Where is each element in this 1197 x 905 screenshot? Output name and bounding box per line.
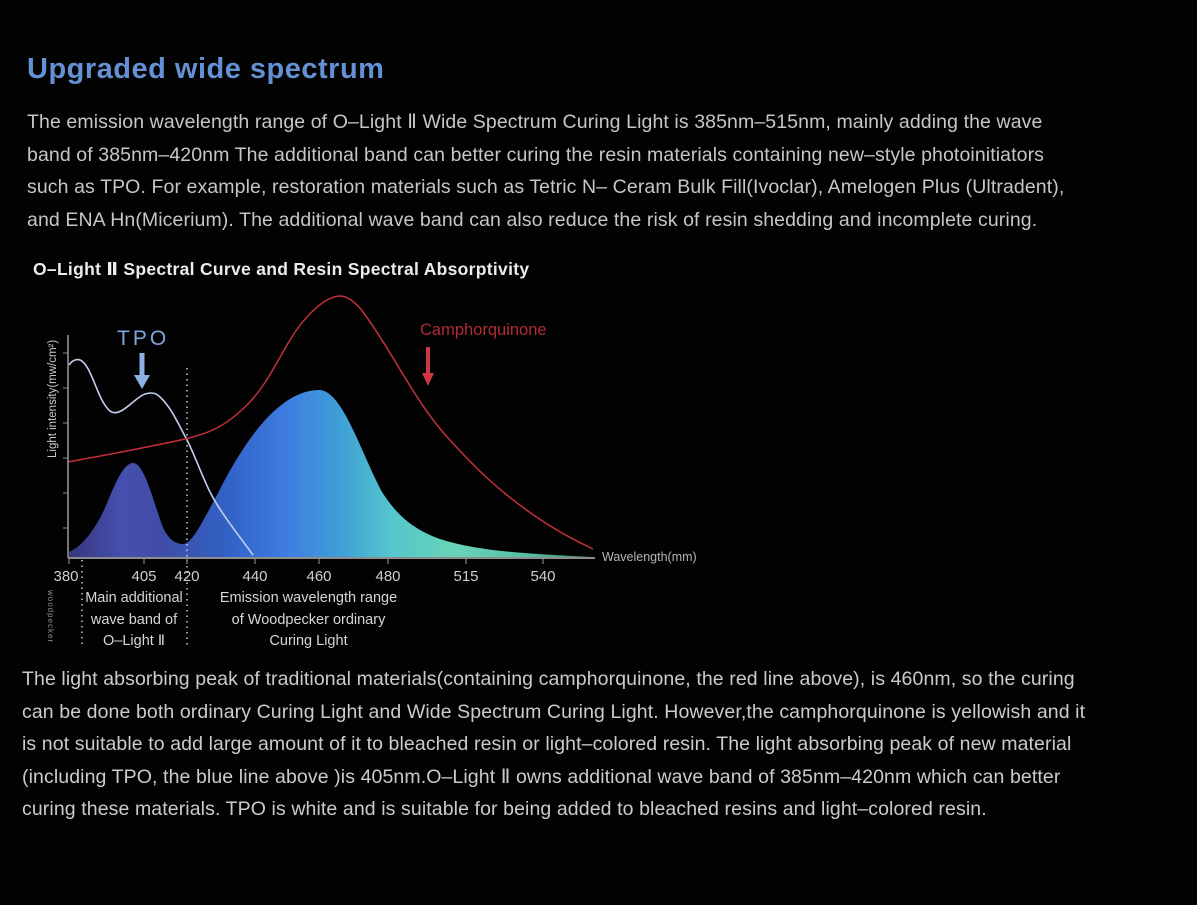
emission-area (69, 390, 590, 558)
annotation-main-band: Main additional wave band of O–Light Ⅱ (84, 588, 184, 653)
closing-paragraph: The light absorbing peak of traditional … (22, 663, 1085, 826)
chart-title: O–Light Ⅱ Spectral Curve and Resin Spect… (33, 259, 530, 279)
x-axis-ticks (68, 559, 544, 564)
paragraph-line: and ENA Hn(Micerium). The additional wav… (27, 208, 1038, 231)
paragraph-line: The light absorbing peak of traditional … (22, 668, 1075, 690)
x-tick-label: 480 (375, 568, 400, 585)
x-tick-label: 420 (174, 568, 199, 585)
camphorquinone-arrow-icon (422, 347, 434, 386)
annotation-line: Main additional (85, 590, 183, 606)
y-axis-label: Light intensity(mw/cm²) (47, 340, 59, 458)
camphorquinone-label: Camphorquinone (420, 321, 547, 339)
tpo-curve (68, 358, 254, 556)
x-tick-label: 515 (453, 568, 478, 585)
paragraph-line: can be done both ordinary Curing Light a… (22, 700, 1086, 723)
x-axis-label: Wavelength(mm) (602, 550, 697, 564)
intro-paragraph: The emission wavelength range of O–Light… (27, 106, 1064, 236)
paragraph-line: is not suitable to add large amount of i… (22, 733, 1072, 755)
spectral-chart: 380 405 420 440 460 480 515 540 Waveleng… (47, 295, 697, 648)
annotation-line: wave band of (90, 611, 178, 628)
x-tick-label: 405 (131, 568, 156, 585)
paragraph-line: The emission wavelength range of O–Light… (27, 111, 1043, 133)
x-tick-label: 540 (530, 568, 555, 585)
x-tick-label: 440 (242, 568, 267, 585)
watermark-logo: woodpecker (46, 590, 55, 644)
paragraph-line: band of 385nm–420nm The additional band … (27, 143, 1045, 166)
paragraph-line: curing these materials. TPO is white and… (22, 798, 987, 820)
tpo-label: TPO (117, 327, 169, 350)
paragraph-line: (including TPO, the blue line above )is … (22, 765, 1061, 788)
annotation-line: of Woodpecker ordinary (231, 611, 386, 628)
annotation-line: Curing Light (269, 633, 348, 649)
x-tick-labels: 380 405 420 440 460 480 515 540 (53, 568, 555, 585)
page-title: Upgraded wide spectrum (27, 53, 385, 85)
paragraph-line: such as TPO. For example, restoration ma… (27, 176, 1065, 198)
x-tick-label: 460 (306, 568, 331, 585)
y-axis-ticks (63, 352, 68, 529)
tpo-arrow-icon (134, 353, 150, 389)
annotation-line: Emission wavelength range (219, 590, 398, 606)
annotation-line: O–Light Ⅱ (103, 633, 165, 649)
camphorquinone-curve (67, 295, 594, 550)
annotation-emission-range: Emission wavelength range of Woodpecker … (216, 588, 401, 653)
x-tick-label: 380 (53, 568, 78, 585)
